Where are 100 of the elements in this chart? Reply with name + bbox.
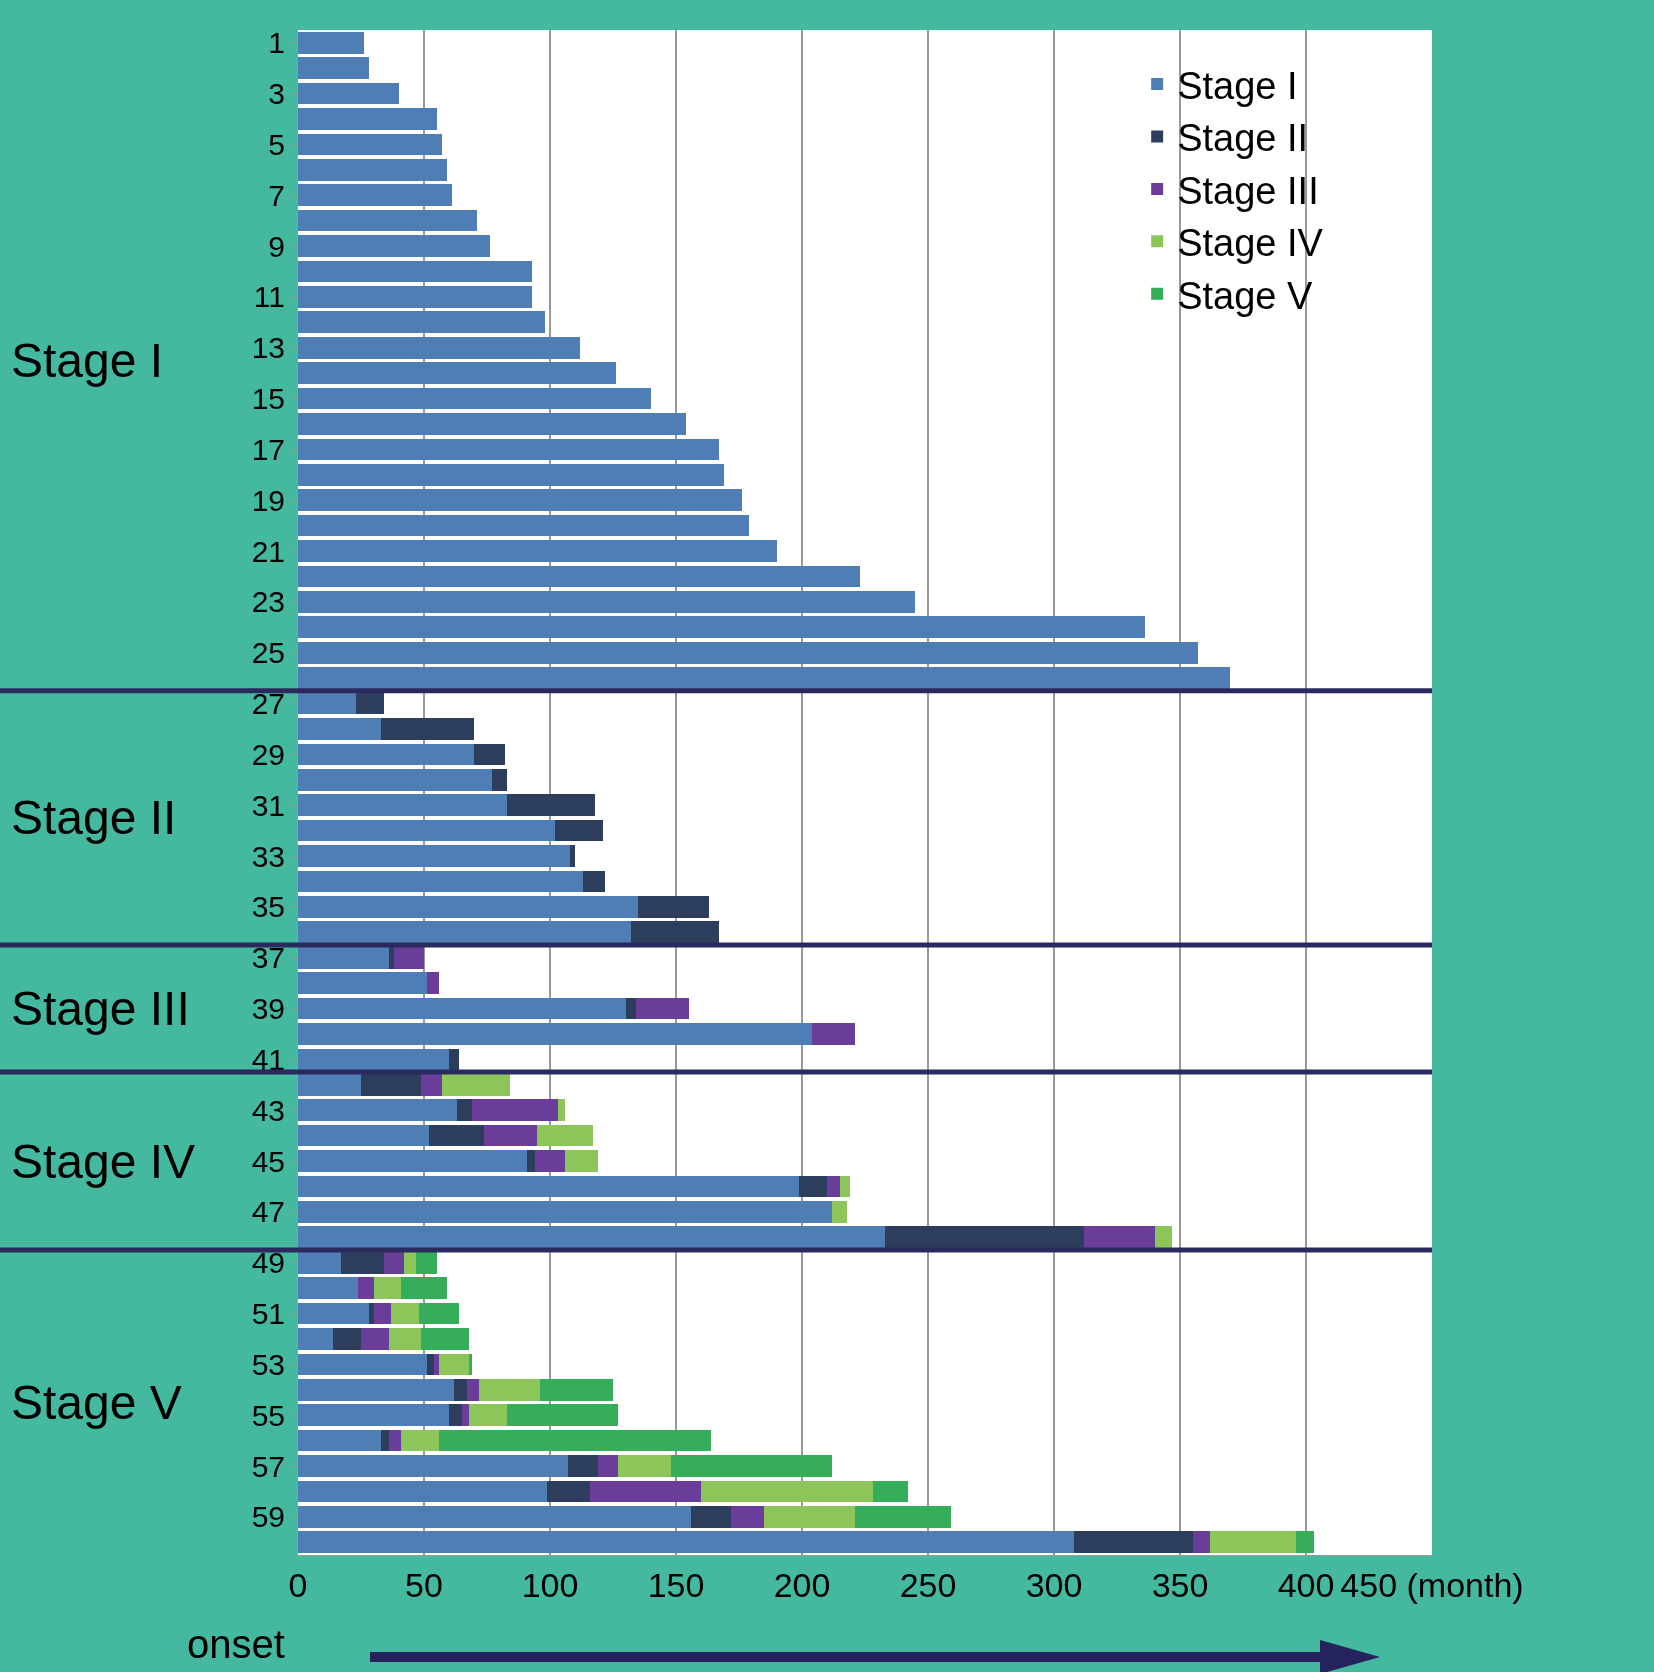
x-tick-label: 250	[899, 1565, 957, 1604]
bar	[469, 1404, 508, 1427]
bar	[885, 1226, 1085, 1249]
bar	[340, 1251, 384, 1274]
bar	[298, 387, 651, 410]
bar	[298, 1455, 568, 1477]
y-tick-label: 25	[251, 636, 285, 670]
bar	[298, 463, 724, 486]
x-tick-label: 400	[1277, 1565, 1335, 1604]
bar	[298, 1302, 369, 1325]
text: Stage III	[11, 982, 190, 1035]
bar	[298, 514, 750, 537]
y-tick-label: 59	[251, 1500, 285, 1534]
bar	[426, 1353, 435, 1376]
bar	[479, 1378, 540, 1401]
bar	[799, 1175, 828, 1198]
y-tick-label: 27	[251, 687, 285, 721]
bar	[461, 1404, 470, 1427]
x-tick-label: 100	[521, 1565, 579, 1604]
bar	[474, 743, 505, 766]
y-tick-label: 51	[251, 1297, 285, 1331]
bar	[426, 972, 440, 994]
bar	[416, 1251, 437, 1274]
bar	[527, 1150, 535, 1172]
bar	[298, 235, 490, 257]
bar	[534, 1150, 566, 1172]
bar	[298, 1175, 800, 1198]
bar	[421, 1073, 442, 1096]
bar	[298, 133, 442, 156]
bar	[872, 1480, 908, 1503]
bar	[298, 1124, 430, 1147]
x-tick-label: 450 (month)	[1340, 1565, 1524, 1604]
y-tick-label: 43	[251, 1093, 285, 1127]
x-tick-label: 200	[773, 1565, 831, 1604]
bar	[298, 819, 556, 842]
bar	[298, 209, 477, 232]
bar	[567, 1455, 598, 1477]
bar	[298, 336, 581, 359]
text: Stage I	[11, 334, 164, 387]
bar	[590, 1480, 702, 1503]
bar	[298, 946, 389, 969]
bar	[388, 946, 394, 969]
legend-label: Stage V	[1177, 274, 1314, 317]
bar	[456, 1099, 472, 1122]
x-tick-label: 0	[288, 1565, 308, 1604]
bar	[361, 1328, 389, 1350]
bar	[298, 108, 437, 130]
bar	[298, 692, 356, 715]
bar	[471, 1099, 558, 1122]
y-tick-label: 9	[268, 229, 285, 263]
bar	[298, 413, 687, 435]
bar	[827, 1175, 840, 1198]
bar	[547, 1480, 591, 1503]
bar	[418, 1302, 460, 1325]
x-tick-label: 300	[1025, 1565, 1083, 1604]
bar	[434, 1353, 440, 1376]
y-tick-label: 57	[251, 1449, 285, 1483]
bar	[383, 1251, 404, 1274]
bar	[298, 1150, 528, 1172]
y-tick-label: 7	[268, 178, 285, 212]
y-tick-label: 49	[251, 1246, 285, 1280]
bar	[731, 1506, 765, 1528]
bar	[1074, 1531, 1193, 1554]
bar	[507, 794, 596, 817]
bar	[1295, 1531, 1314, 1554]
bar	[298, 1023, 813, 1045]
bar	[298, 845, 571, 867]
bar	[298, 1506, 692, 1528]
y-tick-label: 55	[251, 1398, 285, 1432]
bar	[1192, 1531, 1211, 1554]
bar	[298, 1251, 341, 1274]
bar	[298, 1099, 457, 1122]
x-tick-label: 150	[647, 1565, 705, 1604]
bar	[333, 1328, 361, 1350]
bar	[368, 1302, 374, 1325]
text: Stage V	[11, 1376, 182, 1429]
legend-label: Stage IV	[1177, 222, 1324, 265]
bar	[298, 743, 475, 766]
y-tick-label: 19	[251, 483, 285, 517]
bar	[298, 1277, 359, 1299]
bar	[388, 1429, 402, 1452]
bar	[1154, 1226, 1173, 1249]
bar	[298, 184, 452, 207]
bar	[298, 1073, 361, 1096]
bar	[625, 997, 636, 1020]
bar	[421, 1328, 470, 1350]
bar	[691, 1506, 732, 1528]
bar	[298, 1378, 455, 1401]
legend-label: Stage III	[1177, 169, 1319, 212]
bar	[597, 1455, 619, 1477]
bar	[439, 1429, 712, 1452]
y-tick-label: 41	[251, 1042, 285, 1076]
bar	[298, 896, 639, 918]
bar	[298, 1048, 450, 1071]
bar	[381, 718, 475, 740]
bar	[361, 1073, 422, 1096]
bar	[298, 260, 533, 283]
bar	[401, 1277, 447, 1299]
bar	[298, 591, 916, 613]
bar	[539, 1378, 613, 1401]
